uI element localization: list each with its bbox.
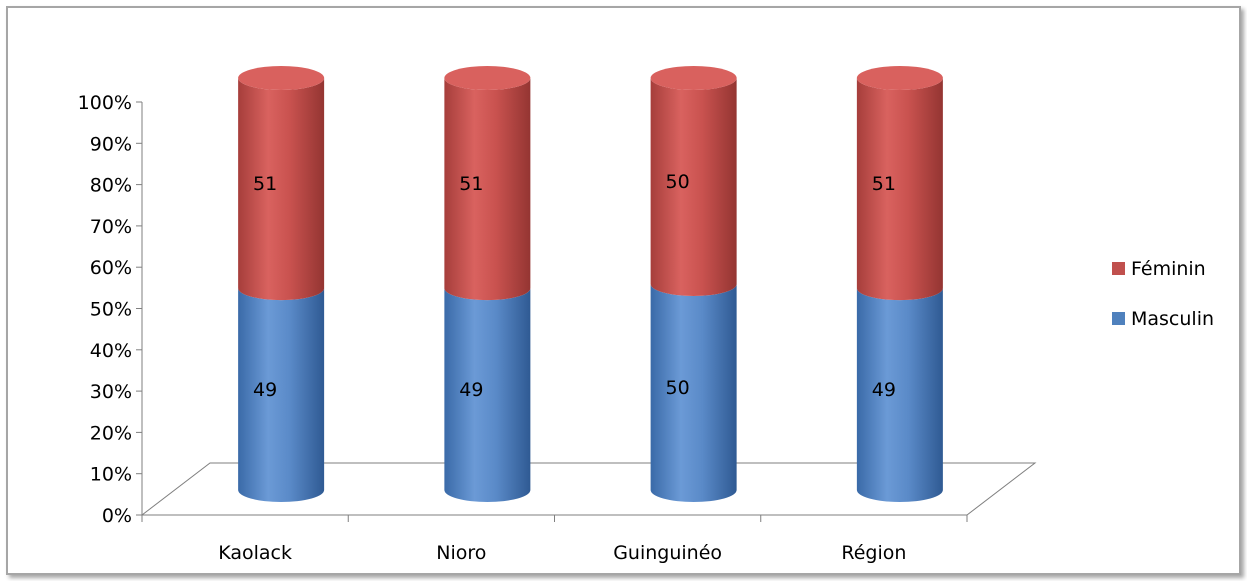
x-category-label: Guinguinéo [613, 542, 722, 564]
bar-masculin-3 [856, 288, 943, 503]
bar-top-cap [650, 66, 737, 90]
bar-masculin-0 [238, 288, 325, 503]
legend-swatch [1112, 262, 1125, 275]
y-axis: 0% 10% 20% 30% 40% 50% 60% 70% 80% 90% 100% [78, 92, 143, 527]
data-label: 51 [253, 173, 277, 195]
y-tick-label: 90% [90, 133, 132, 155]
legend-swatch [1112, 312, 1125, 325]
data-label: 51 [872, 173, 896, 195]
y-tick-label: 50% [90, 299, 132, 321]
y-tick-label: 10% [90, 464, 132, 486]
bar-masculin-2 [650, 284, 737, 503]
data-label: 50 [666, 377, 690, 399]
bar-top-cap [444, 66, 531, 90]
bar-masculin-1 [444, 288, 531, 503]
data-label: 50 [666, 171, 690, 193]
data-label: 49 [253, 379, 277, 401]
bar-top-cap [238, 66, 325, 90]
x-category-label: Nioro [436, 542, 486, 564]
bar-top-cap [856, 66, 943, 90]
y-tick-label: 60% [90, 257, 132, 279]
bar-fminin-2 [650, 78, 737, 296]
y-tick-label: 100% [78, 92, 132, 114]
y-tick-label: 70% [90, 216, 132, 238]
legend: Féminin Masculin [1112, 258, 1214, 330]
bar-fminin-3 [856, 78, 943, 301]
x-category-label: Kaolack [218, 542, 292, 564]
y-tick-label: 30% [90, 381, 132, 403]
data-label: 51 [459, 173, 483, 195]
bar-fminin-0 [238, 78, 325, 301]
bar-fminin-1 [444, 78, 531, 301]
chart-frame [6, 6, 1241, 575]
data-label: 49 [872, 379, 896, 401]
legend-label: Féminin [1131, 258, 1206, 280]
data-label: 49 [459, 379, 483, 401]
legend-label: Masculin [1131, 308, 1214, 330]
bars: 49 51 49 51 50 50 49 51 [238, 66, 943, 503]
x-category-label: Région [841, 542, 906, 564]
y-tick-label: 40% [90, 340, 132, 362]
y-tick-label: 20% [90, 422, 132, 444]
x-axis: Kaolack Nioro Guinguinéo Région [141, 514, 968, 564]
y-tick-label: 80% [90, 175, 132, 197]
y-tick-label: 0% [102, 505, 132, 527]
